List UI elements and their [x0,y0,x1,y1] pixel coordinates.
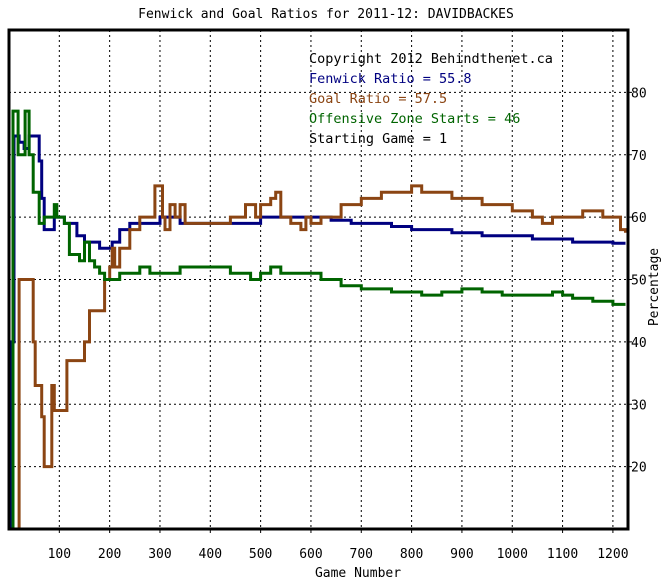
x-tick-labels: 100 200 300 400 500 600 700 800 900 1000 1100 1200 [48,529,629,562]
x-tick-label: 200 [98,547,121,562]
x-tick-label: 1200 [597,547,628,562]
x-tick-label: 700 [350,547,373,562]
x-tick-label: 1000 [497,547,528,562]
legend-fenwick-ratio: Fenwick Ratio = 55.8 [309,71,472,87]
x-axis-title: Game Number [315,566,401,580]
y-tick-labels: 20 30 40 50 60 70 80 [628,86,647,476]
y-tick-label: 40 [631,336,647,351]
series-layer [9,109,627,531]
y-tick-label: 70 [631,149,647,164]
series-line-goal-ratio [9,184,627,531]
y-tick-label: 50 [631,274,647,289]
y-tick-label: 30 [631,398,647,413]
x-tick-label: 300 [148,547,171,562]
chart-title: Fenwick and Goal Ratios for 2011-12: DAV… [138,7,514,22]
x-tick-label: 100 [48,547,71,562]
y-axis-title: Percentage [647,248,662,326]
x-tick-label: 400 [199,547,222,562]
legend-offensive-zone-starts: Offensive Zone Starts = 46 [309,111,520,127]
legend-copyright: Copyright 2012 Behindthenet.ca [309,51,553,67]
series-line-offensive-zone-starts [9,109,626,531]
x-tick-label: 600 [299,547,322,562]
x-tick-label: 500 [249,547,272,562]
x-tick-label: 800 [400,547,423,562]
y-tick-label: 20 [631,461,647,476]
legend-goal-ratio: Goal Ratio = 57.5 [309,91,447,107]
grid-layer [9,30,628,529]
x-tick-label: 1100 [547,547,578,562]
y-tick-label: 60 [631,211,647,226]
legend: Copyright 2012 Behindthenet.ca Fenwick R… [309,51,553,147]
x-tick-label: 900 [450,547,473,562]
legend-starting-game: Starting Game = 1 [309,131,447,147]
y-tick-label: 80 [631,86,647,101]
